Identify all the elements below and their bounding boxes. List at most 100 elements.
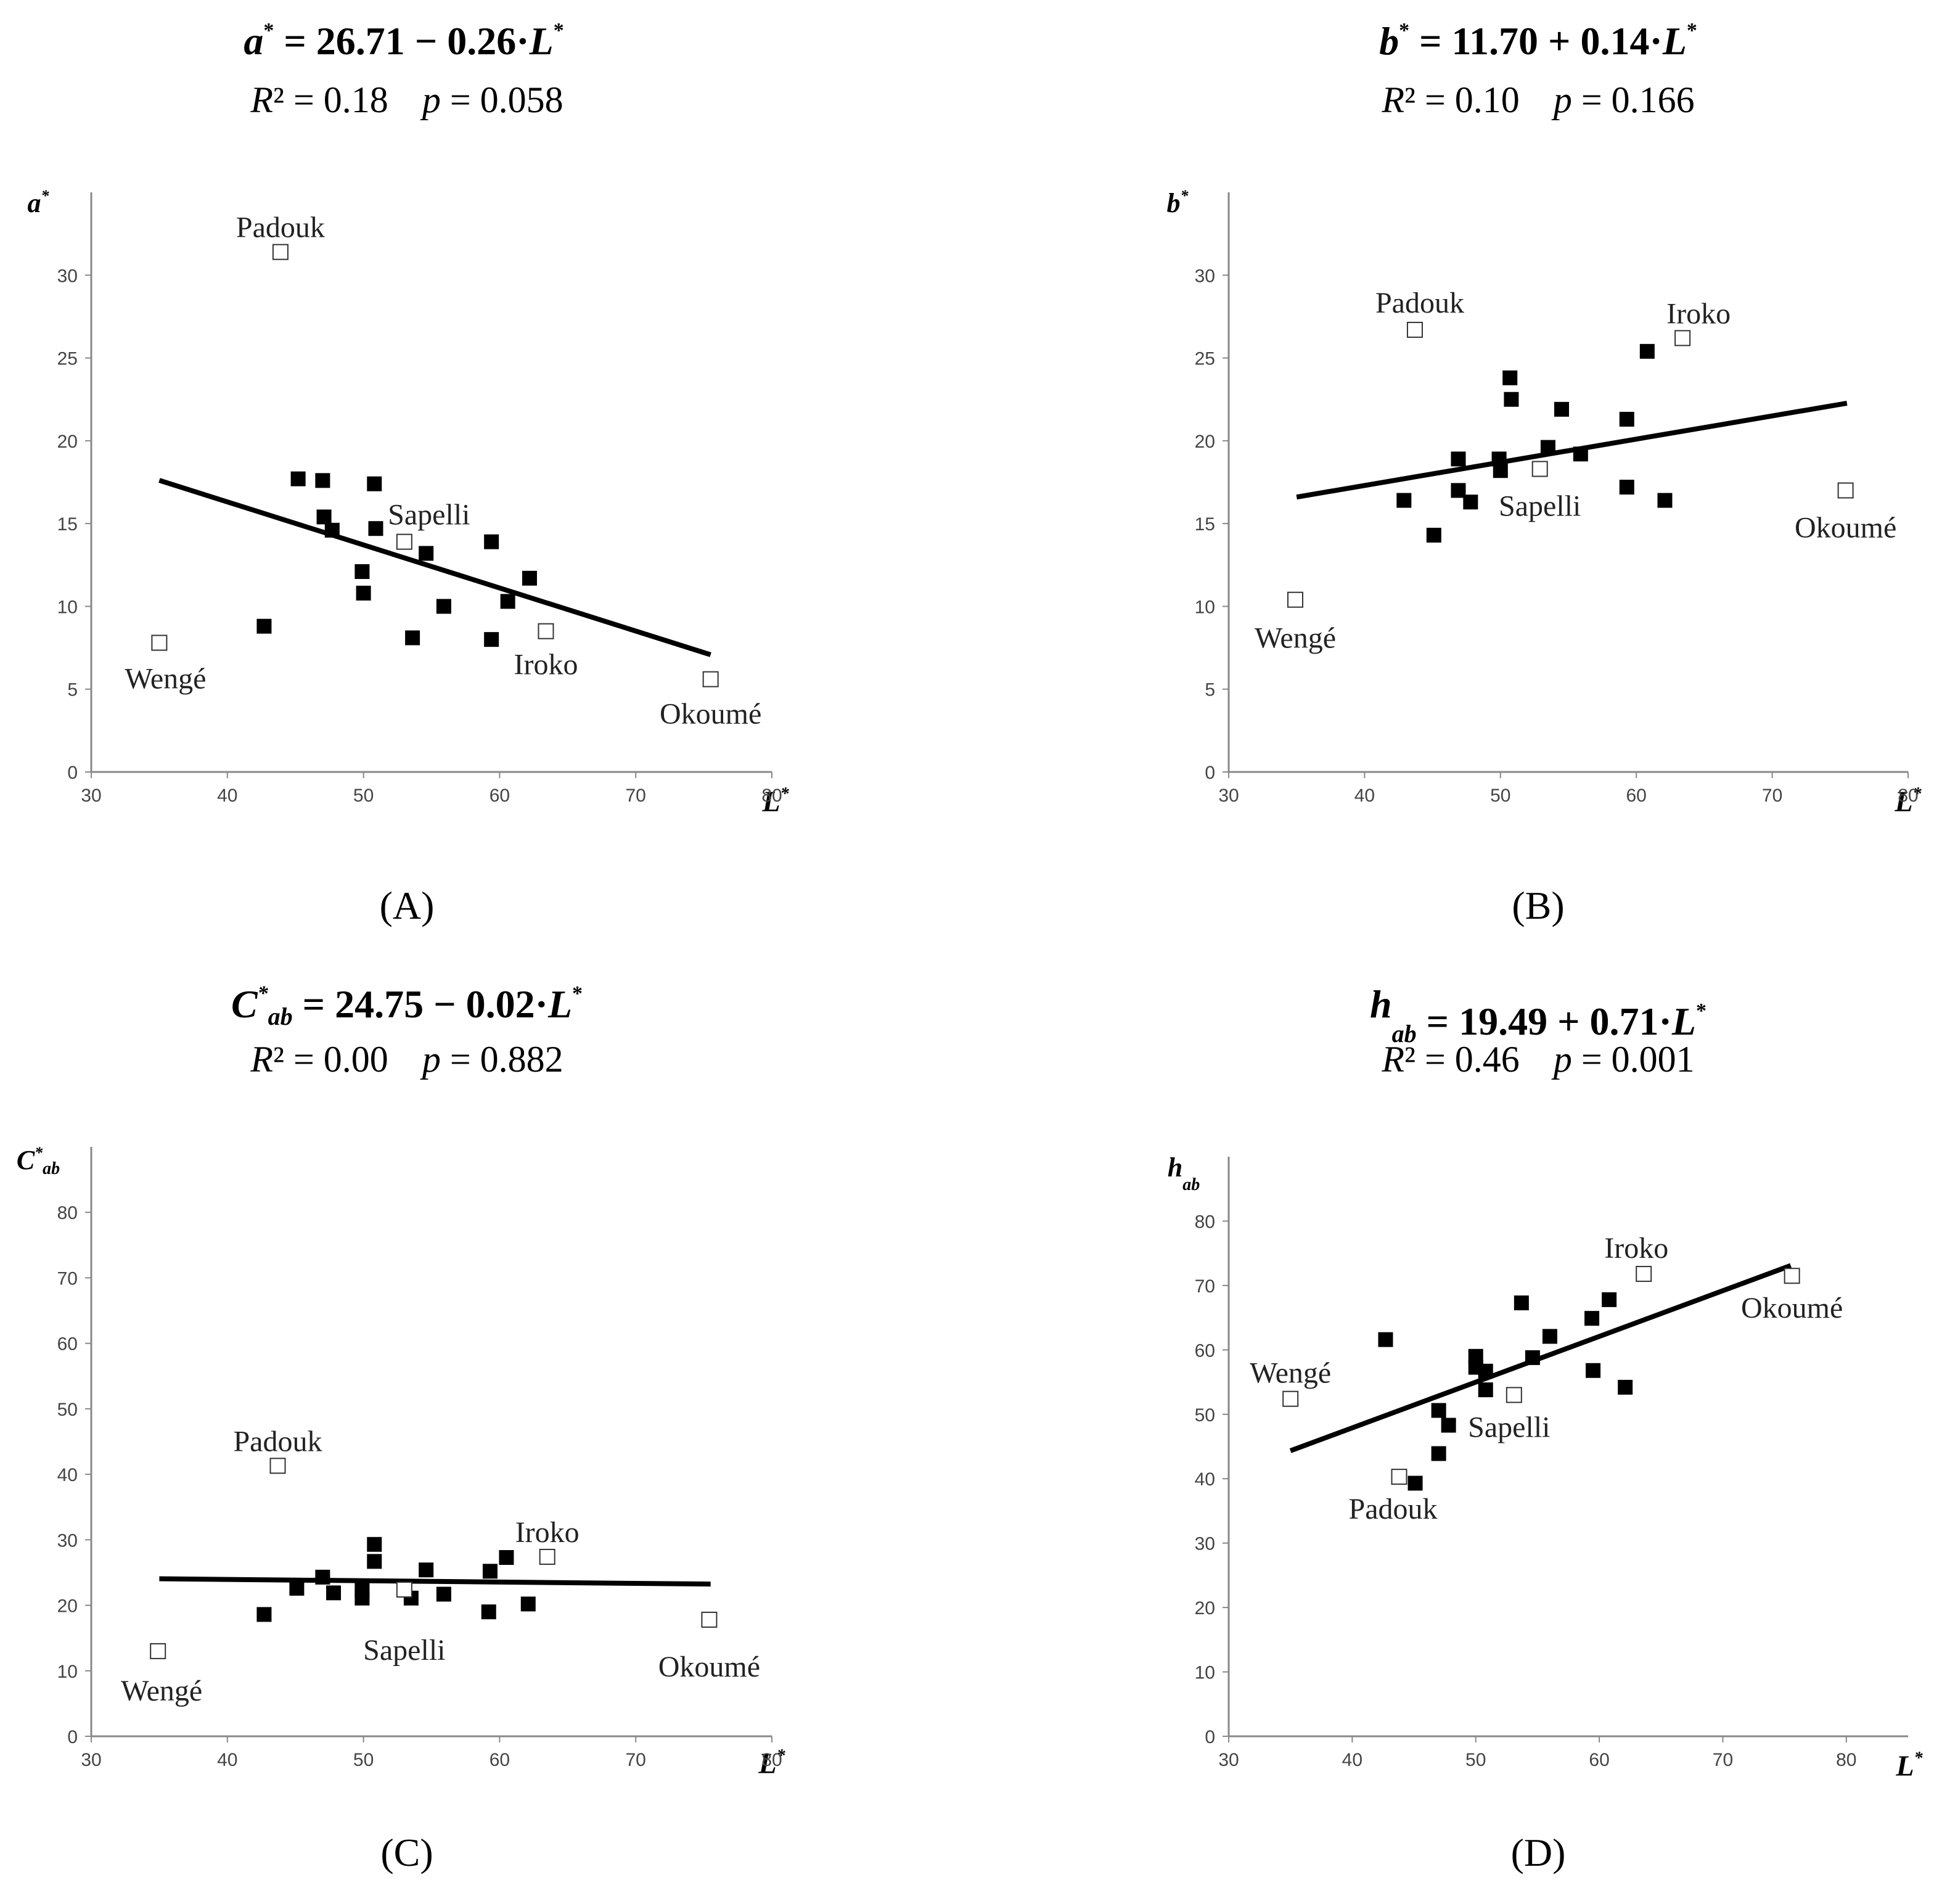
- data-point-open: [269, 1458, 286, 1474]
- y-tick-label: 70: [57, 1268, 78, 1289]
- data-point-filled: [368, 521, 383, 536]
- x-tick-label: 30: [1218, 786, 1239, 806]
- point-label: Padouk: [236, 211, 325, 244]
- data-point-filled: [405, 630, 420, 646]
- x-tick-label: 60: [490, 786, 510, 806]
- data-point-open: [539, 1548, 555, 1565]
- panel-b: b* = 11.70 + 0.14·L* R² = 0.10 p = 0.166 …: [971, 0, 1942, 952]
- x-tick-label: 40: [1354, 786, 1375, 806]
- x-tick-label: 50: [353, 786, 374, 806]
- x-tick-label: 50: [1490, 786, 1510, 806]
- data-point-filled: [1502, 370, 1518, 385]
- data-point-filled: [1451, 451, 1466, 467]
- data-point-filled: [482, 1564, 498, 1579]
- x-tick-label: 50: [1465, 1750, 1486, 1770]
- data-point-filled: [1478, 1363, 1493, 1379]
- y-tick-label: 60: [1195, 1340, 1215, 1361]
- data-point-open: [1674, 330, 1691, 347]
- y-tick-label: 40: [57, 1465, 78, 1485]
- x-tick-label: 70: [626, 786, 646, 806]
- point-label: Wengé: [125, 663, 206, 696]
- point-label: Wengé: [1255, 622, 1336, 655]
- stats-a: R² = 0.18 p = 0.058: [250, 80, 563, 120]
- data-point-filled: [1407, 1475, 1423, 1491]
- x-tick-label: 50: [353, 1750, 374, 1770]
- regression-line: [159, 1576, 711, 1587]
- data-point-filled: [1478, 1382, 1493, 1398]
- x-tick-label: 80: [761, 786, 782, 806]
- data-point-filled: [1378, 1332, 1393, 1347]
- data-point-filled: [256, 618, 272, 634]
- data-point-filled: [1602, 1292, 1617, 1307]
- data-point-filled: [1426, 527, 1441, 543]
- y-tick-label: 70: [1195, 1276, 1215, 1297]
- data-point-filled: [256, 1607, 272, 1622]
- y-tick-label: 0: [1205, 763, 1215, 783]
- equation-b: b* = 11.70 + 0.14·L*: [1379, 19, 1697, 63]
- data-point-filled: [436, 1586, 451, 1602]
- data-point-filled: [436, 599, 451, 614]
- panel-a: a* = 26.71 − 0.26·L* R² = 0.18 p = 0.058 …: [0, 0, 971, 952]
- y-tick-label: 10: [57, 597, 78, 617]
- data-point-filled: [1431, 1403, 1446, 1418]
- data-point-open: [1287, 591, 1303, 608]
- data-point-filled: [1396, 493, 1412, 508]
- y-tick-label: 15: [1195, 514, 1215, 535]
- chart-c: C*ab = 24.75 − 0.02·L* R² = 0.00 p = 0.88…: [17, 982, 786, 1874]
- y-tick-label: 30: [1195, 1534, 1215, 1554]
- data-point-open: [1282, 1390, 1299, 1407]
- y-tick-label: 40: [1195, 1469, 1215, 1490]
- y-tick-label: 0: [1205, 1727, 1215, 1747]
- x-tick-label: 40: [1342, 1750, 1362, 1770]
- data-point-open: [1406, 321, 1423, 338]
- data-point-open: [1636, 1266, 1652, 1282]
- x-tick-label: 40: [217, 1750, 237, 1770]
- data-point-filled: [1493, 463, 1508, 478]
- y-tick-label: 25: [57, 349, 78, 369]
- point-label: Okoumé: [1741, 1292, 1843, 1324]
- x-tick-label: 30: [1218, 1750, 1239, 1770]
- y-tick-label: 20: [57, 432, 78, 452]
- chart-a: a* = 26.71 − 0.26·L* R² = 0.18 p = 0.058 …: [28, 19, 790, 927]
- data-point-filled: [367, 476, 382, 491]
- equation-d: hab = 19.49 + 0.71·L*: [1370, 982, 1706, 1048]
- data-point-filled: [1618, 1379, 1633, 1395]
- y-tick-label: 20: [57, 1596, 78, 1617]
- y-tick-label: 10: [1195, 1663, 1215, 1683]
- data-point-filled: [520, 1596, 536, 1612]
- y-axis-label-a: a*: [28, 187, 50, 218]
- x-tick-label: 60: [1626, 786, 1647, 806]
- data-point-open: [396, 533, 412, 550]
- data-point-filled: [1586, 1363, 1601, 1378]
- y-tick-label: 30: [1195, 266, 1215, 286]
- y-tick-label: 0: [67, 1727, 78, 1747]
- data-point-open: [1837, 482, 1854, 499]
- y-axis-label-b: b*: [1167, 187, 1189, 218]
- x-tick-label: 70: [1713, 1750, 1733, 1770]
- stats-b: R² = 0.10 p = 0.166: [1381, 80, 1694, 120]
- data-point-filled: [1542, 1329, 1557, 1344]
- data-point-filled: [315, 1569, 330, 1585]
- y-tick-label: 15: [57, 514, 78, 535]
- regression-line: [1289, 1263, 1792, 1453]
- data-point-open: [150, 1643, 166, 1659]
- x-tick-label: 80: [761, 1750, 782, 1770]
- data-point-filled: [419, 546, 434, 561]
- data-point-filled: [481, 1604, 496, 1620]
- plot-area-c: 0 10 20 30 40 50 60 70 80 30 40 50 60 70 80 Padouk Iroko…: [57, 1147, 782, 1770]
- equation-a: a* = 26.71 − 0.26·L*: [244, 19, 563, 63]
- y-tick-label: 60: [57, 1334, 78, 1355]
- data-point-open: [701, 1611, 718, 1628]
- x-tick-label: 80: [1836, 1750, 1856, 1770]
- equation-c: C*ab = 24.75 − 0.02·L*: [231, 982, 583, 1030]
- data-point-filled: [1584, 1311, 1600, 1326]
- point-label: Sapelli: [363, 1634, 445, 1667]
- data-point-filled: [367, 1554, 382, 1569]
- data-point-filled: [1639, 343, 1655, 359]
- point-label: Padouk: [233, 1425, 322, 1458]
- x-axis-label-d: L*: [1895, 1749, 1923, 1783]
- regression-line: [1296, 400, 1848, 500]
- y-tick-label: 25: [1195, 349, 1215, 369]
- point-label: Padouk: [1375, 287, 1464, 319]
- data-point-filled: [1657, 493, 1673, 508]
